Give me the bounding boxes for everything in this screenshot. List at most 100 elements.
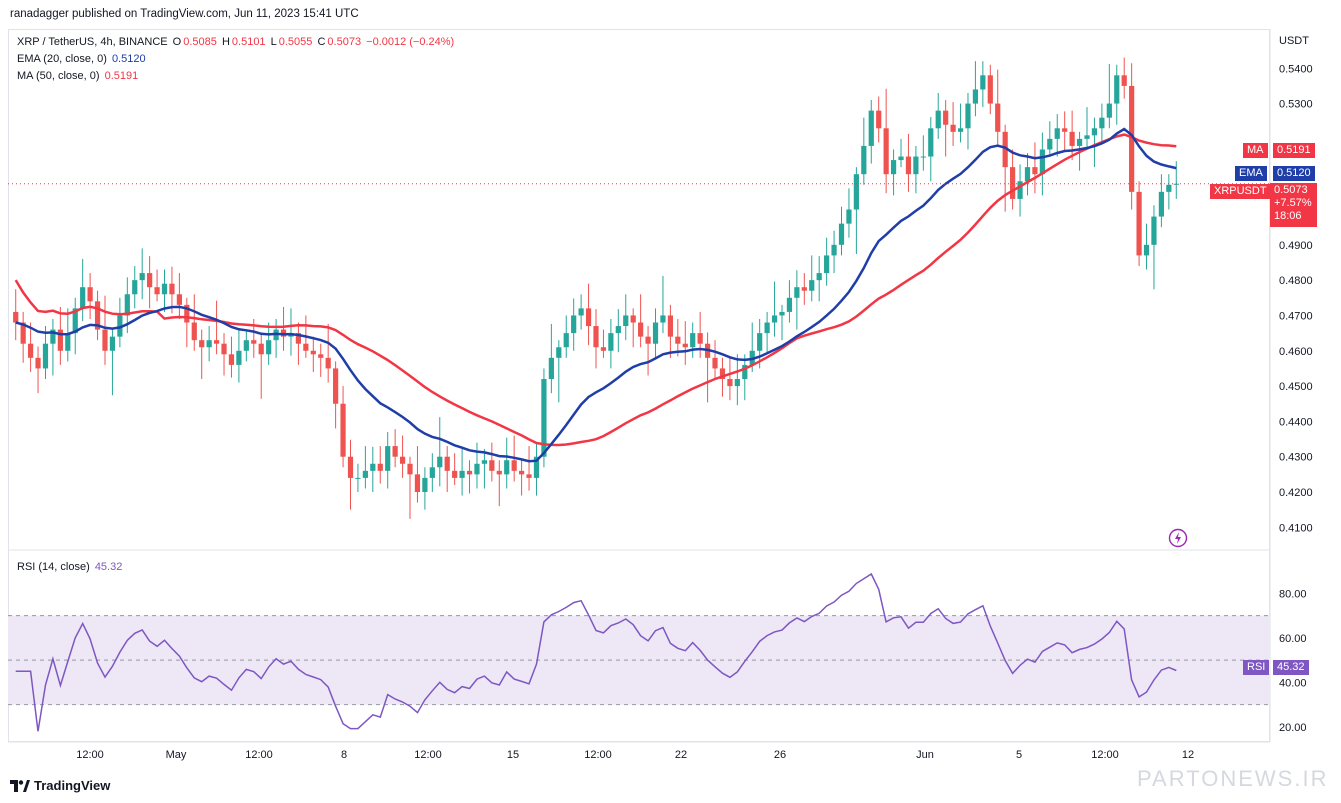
candle-body bbox=[20, 322, 26, 344]
candle-body bbox=[995, 103, 1001, 132]
rsi-line bbox=[15, 572, 1177, 732]
candle-body bbox=[161, 283, 168, 295]
time-tick-label: 12 bbox=[1182, 749, 1194, 761]
candle-body bbox=[1091, 128, 1098, 136]
candle-body bbox=[719, 368, 726, 380]
symbol-name[interactable]: XRP / TetherUS, 4h, BINANCE bbox=[17, 36, 168, 48]
candle-body bbox=[318, 354, 324, 358]
candle-body bbox=[1106, 103, 1112, 118]
ema-price-badge: 0.5120 bbox=[1273, 166, 1315, 181]
candle-body bbox=[600, 347, 607, 351]
last-price-badge: 0.5073 +7.57% 18:06 bbox=[1270, 183, 1317, 227]
price-tick-label: 0.4100 bbox=[1279, 522, 1313, 534]
candle-body bbox=[667, 315, 673, 337]
rsi-value-badge: 45.32 bbox=[1273, 660, 1309, 675]
candle-body bbox=[213, 340, 220, 344]
lightning-icon[interactable] bbox=[1168, 528, 1188, 553]
tradingview-brand: TradingView bbox=[34, 778, 111, 793]
candle-body bbox=[176, 294, 182, 305]
candle-body bbox=[533, 456, 540, 478]
candle-body bbox=[444, 456, 450, 471]
candle-body bbox=[905, 156, 912, 175]
candle-body bbox=[742, 364, 748, 380]
price-tick-label: 0.4200 bbox=[1279, 487, 1313, 499]
symbol-legend: XRP / TetherUS, 4h, BINANCE O 0.5085 H 0.5… bbox=[17, 36, 456, 48]
candle-body bbox=[511, 460, 517, 471]
candle-body bbox=[295, 333, 302, 344]
candle-body bbox=[27, 343, 34, 358]
candle-body bbox=[675, 336, 681, 344]
last-price-value: 0.5073 bbox=[1274, 184, 1308, 196]
price-tick-label: 0.4700 bbox=[1279, 310, 1313, 322]
candle-body bbox=[407, 463, 413, 475]
candle-body bbox=[429, 467, 435, 478]
candle-body bbox=[303, 343, 309, 351]
candle-body bbox=[652, 322, 659, 344]
candle-body bbox=[347, 456, 354, 478]
time-tick-label: 12:00 bbox=[1091, 749, 1119, 761]
candle-body bbox=[794, 287, 800, 298]
candle-body bbox=[571, 315, 577, 334]
candle-body bbox=[957, 128, 964, 132]
candle-body bbox=[943, 110, 949, 125]
candle-body bbox=[370, 463, 376, 471]
price-tick-label: 0.5400 bbox=[1279, 63, 1313, 75]
candle-body bbox=[191, 322, 197, 341]
candle-body bbox=[199, 340, 205, 348]
rsi-label: RSI (14, close) bbox=[17, 561, 90, 573]
candle-body bbox=[519, 470, 525, 475]
time-tick-label: 15 bbox=[507, 749, 519, 761]
candle-body bbox=[154, 287, 160, 295]
ma-legend[interactable]: MA (50, close, 0) 0.5191 bbox=[17, 70, 140, 82]
ema-value: 0.5120 bbox=[111, 53, 146, 65]
candle-body bbox=[846, 209, 852, 224]
candle-body bbox=[630, 315, 636, 323]
ma50-line bbox=[14, 133, 1177, 447]
candle-body bbox=[563, 333, 569, 348]
candle-body bbox=[221, 343, 227, 355]
rsi-tick-label: 60.00 bbox=[1279, 633, 1307, 645]
ema-legend[interactable]: EMA (20, close, 0) 0.5120 bbox=[17, 53, 148, 65]
candle-body bbox=[1136, 191, 1142, 256]
candle-body bbox=[466, 470, 473, 475]
ema-label: EMA (20, close, 0) bbox=[17, 53, 107, 65]
publisher-credit: ranadagger published on TradingView.com,… bbox=[10, 8, 359, 20]
candle-body bbox=[1158, 191, 1165, 217]
candle-body bbox=[809, 280, 815, 291]
candle-body bbox=[1054, 128, 1060, 139]
candle-body bbox=[764, 322, 770, 334]
candle-body bbox=[660, 315, 666, 323]
candle-body bbox=[50, 329, 56, 344]
candle-body bbox=[853, 174, 859, 210]
candle-body bbox=[727, 379, 733, 387]
ma-label: MA (50, close, 0) bbox=[17, 70, 100, 82]
candle-body bbox=[913, 156, 919, 175]
candle-body bbox=[1017, 181, 1023, 199]
candle-body bbox=[72, 308, 78, 334]
tradingview-logo[interactable]: TradingView bbox=[10, 778, 110, 793]
high-label: H bbox=[221, 36, 230, 48]
candle-body bbox=[139, 273, 145, 281]
candle-body bbox=[109, 336, 116, 351]
candle-body bbox=[474, 463, 480, 475]
candle-body bbox=[816, 273, 822, 281]
close-value: 0.5073 bbox=[327, 36, 362, 48]
tradingview-logo-icon bbox=[10, 779, 30, 792]
candle-body bbox=[987, 75, 993, 104]
time-tick-label: 12:00 bbox=[414, 749, 442, 761]
candle-body bbox=[258, 343, 264, 355]
low-value: 0.5055 bbox=[278, 36, 313, 48]
rsi-legend[interactable]: RSI (14, close) 45.32 bbox=[17, 561, 124, 573]
candle-body bbox=[608, 333, 614, 351]
candle-body bbox=[585, 308, 592, 327]
candle-body bbox=[504, 460, 510, 475]
candle-body bbox=[489, 460, 495, 471]
candle-body bbox=[399, 456, 406, 464]
candle-body bbox=[1114, 75, 1120, 104]
candle-body bbox=[697, 333, 703, 344]
candle-body bbox=[615, 326, 621, 334]
rsi-legend-value: 45.32 bbox=[94, 561, 123, 573]
candle-body bbox=[392, 446, 398, 457]
price-tick-label: 0.4300 bbox=[1279, 452, 1313, 464]
